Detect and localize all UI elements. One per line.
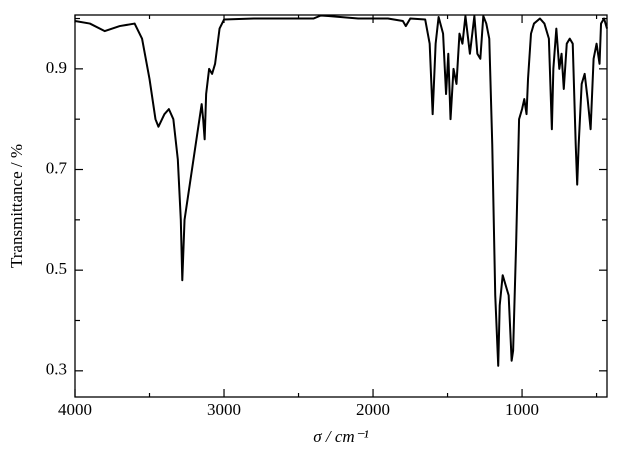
y-tick-label: 0.3 xyxy=(46,360,67,379)
y-axis-label: Transmittance / % xyxy=(7,144,26,268)
plot-frame xyxy=(74,14,608,398)
x-axis-label: σ / cm⁻¹ xyxy=(313,427,369,446)
y-tick-label: 0.7 xyxy=(46,158,68,177)
x-tick-label: 3000 xyxy=(207,400,241,419)
y-tick-label: 0.9 xyxy=(46,58,67,77)
x-tick-label: 2000 xyxy=(356,400,390,419)
x-tick-label: 1000 xyxy=(505,400,539,419)
y-tick-label: 0.5 xyxy=(46,259,67,278)
x-tick-label: 4000 xyxy=(58,400,92,419)
spectrum-line xyxy=(74,14,608,367)
